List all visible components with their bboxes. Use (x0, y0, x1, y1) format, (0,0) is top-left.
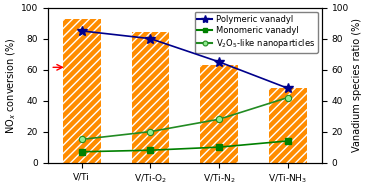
Bar (200, 65, 238, 163)
Bar (63, 19, 101, 163)
Bar (269, 88, 307, 163)
Legend: Polymeric vanadyl, Monomeric vanadyl, V$_2$O$_5$-like nanoparticles: Polymeric vanadyl, Monomeric vanadyl, V$… (195, 12, 318, 53)
Bar (132, 33, 169, 163)
Y-axis label: NO$_x$ conversion (%): NO$_x$ conversion (%) (4, 37, 18, 134)
Y-axis label: Vanadium species ratio (%): Vanadium species ratio (%) (352, 18, 362, 152)
